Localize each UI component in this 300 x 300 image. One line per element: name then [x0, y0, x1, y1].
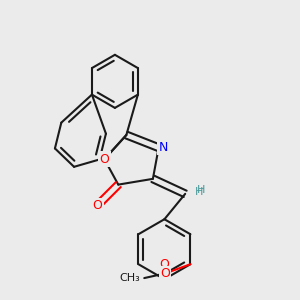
Text: O: O — [100, 153, 110, 166]
Text: O: O — [93, 199, 102, 212]
Text: CH₃: CH₃ — [119, 273, 140, 283]
Text: O: O — [159, 258, 169, 271]
Text: N: N — [159, 141, 168, 154]
Text: H: H — [197, 185, 205, 195]
Text: H: H — [194, 187, 203, 196]
Text: O: O — [160, 267, 170, 280]
